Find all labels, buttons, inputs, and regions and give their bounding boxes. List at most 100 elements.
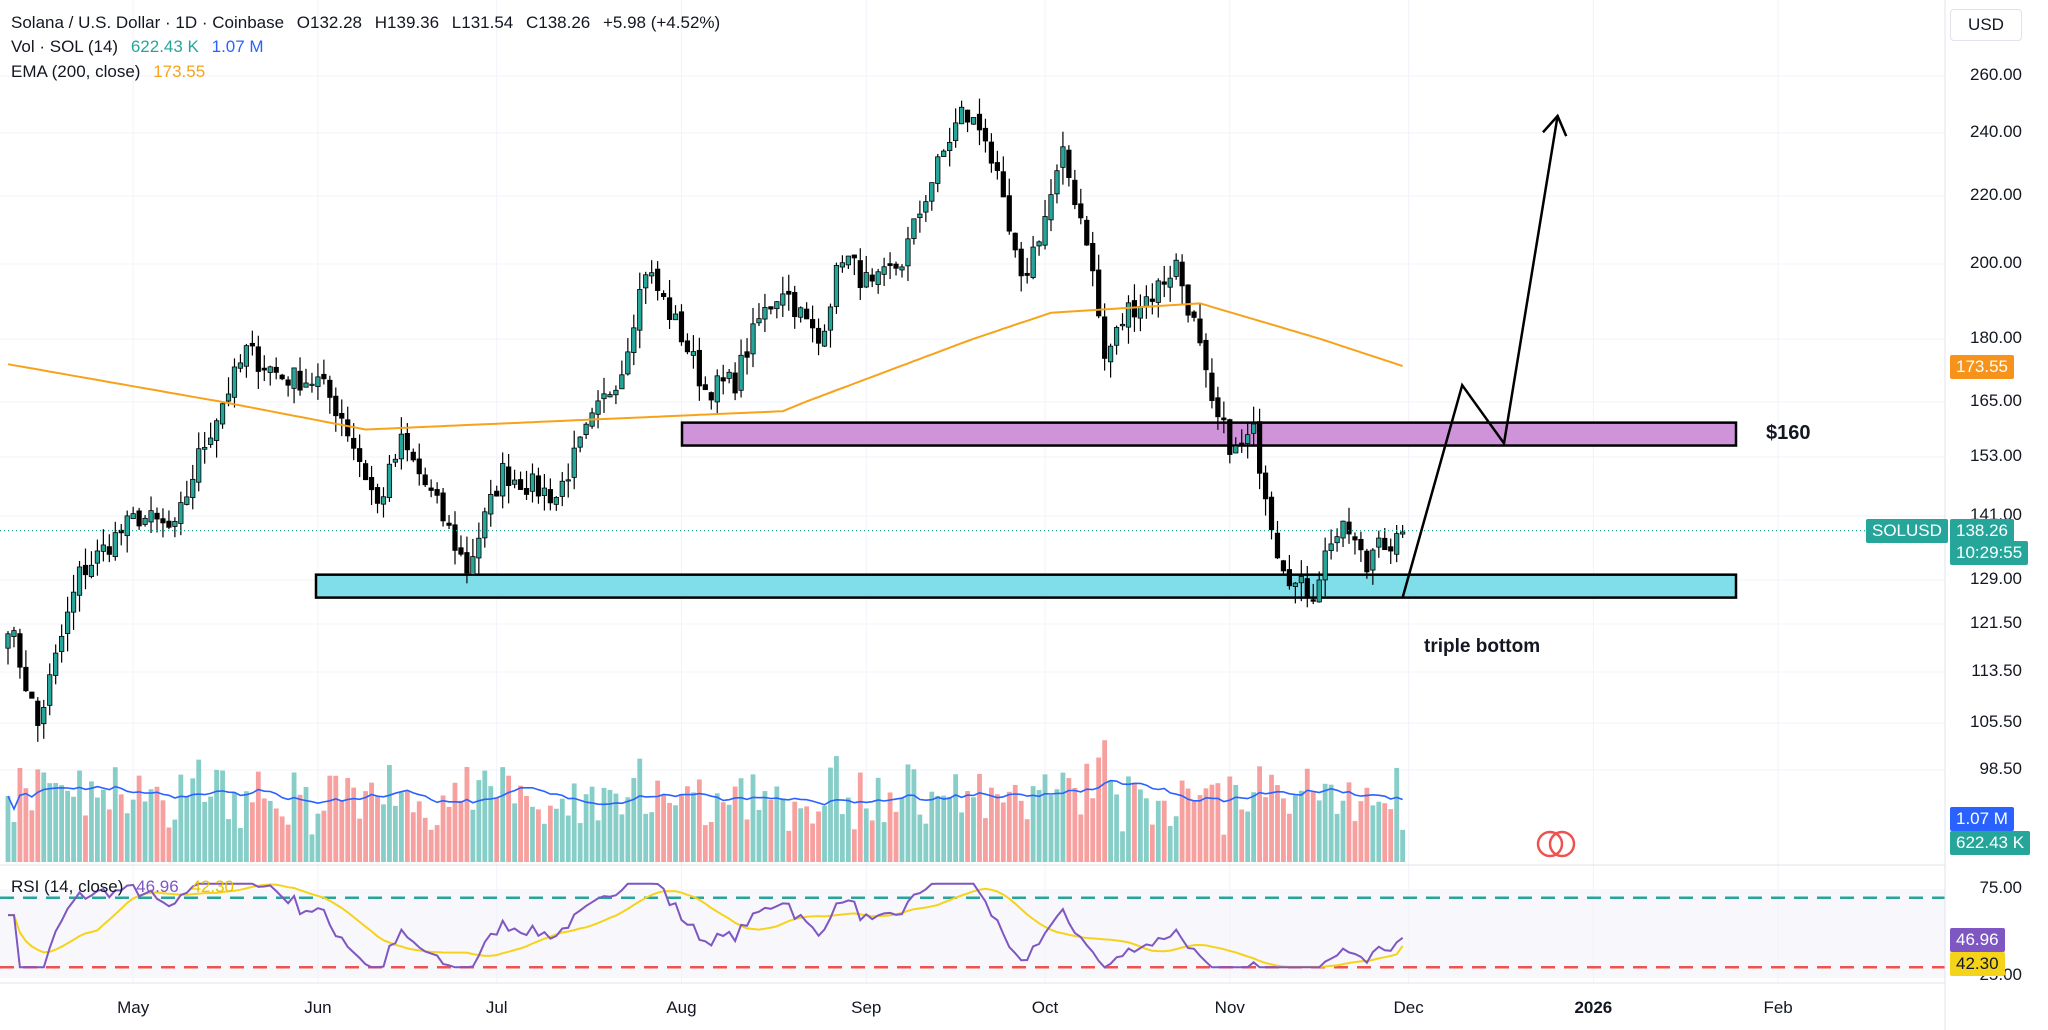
candle-body [613, 389, 619, 396]
currency-button[interactable]: USD [1950, 9, 2022, 41]
volume-bar [154, 786, 160, 862]
candle-body [249, 342, 255, 347]
candle-body [762, 307, 768, 320]
volume-bar [708, 821, 714, 862]
candle-body [917, 213, 923, 219]
candle-body [267, 366, 273, 373]
volume-bar [291, 772, 297, 862]
candle-body [243, 345, 249, 367]
time-tick-label: Aug [666, 998, 697, 1017]
volume-bar [351, 787, 357, 862]
candle-body [112, 532, 118, 558]
candle-body [810, 319, 816, 329]
volume-bar [816, 811, 821, 862]
volume-bar [786, 830, 792, 862]
volume-bar [1167, 825, 1173, 862]
volume-bar [345, 778, 351, 862]
candle-body [798, 307, 804, 318]
candle-body [953, 122, 959, 141]
candle-body [1227, 419, 1233, 455]
volume-bar [738, 778, 744, 862]
candle-body [833, 265, 840, 307]
candle-body [1274, 532, 1281, 559]
candle-body [661, 293, 667, 298]
candle-body [935, 156, 941, 184]
candle-body [529, 473, 536, 492]
candle-body [124, 515, 130, 537]
candle-body [1054, 170, 1060, 195]
candle-body [887, 263, 893, 266]
rsi-label[interactable]: RSI (14, close) [11, 877, 124, 896]
candle-body [190, 478, 196, 498]
candle-body [1108, 345, 1114, 363]
volume-bar [1161, 800, 1167, 862]
volume-bar [1179, 780, 1185, 862]
candle-body [392, 458, 399, 463]
volume-bar [387, 765, 392, 862]
candle-body [11, 630, 17, 637]
volume-badge: 622.43 K [1950, 831, 2031, 855]
volume-bar [500, 767, 506, 862]
candle-body [1328, 543, 1334, 552]
volume-bar [1382, 803, 1388, 862]
rsi-legend: RSI (14, close) 46.96 42.30 [11, 877, 242, 897]
volume-bar [315, 813, 321, 862]
volume-bar [208, 796, 214, 862]
candle-body [565, 479, 571, 482]
volume-bar [279, 816, 285, 862]
candle-body [345, 419, 351, 437]
candle-body [1143, 296, 1149, 307]
candle-body [1167, 277, 1173, 288]
candle-body [237, 362, 244, 369]
volume-bar [112, 767, 118, 862]
volume-bar [488, 786, 494, 862]
volume-bar [553, 808, 559, 862]
candle-body [482, 511, 488, 539]
candle-body [774, 301, 780, 310]
volume-bar [875, 777, 881, 862]
candle-body [380, 496, 387, 505]
price-tick-label: 98.50 [1979, 759, 2022, 778]
volume-bar [71, 796, 76, 862]
volume-bar [1358, 801, 1364, 862]
candle-body [1102, 316, 1108, 359]
candle-body [815, 327, 822, 344]
volume-bar [17, 767, 23, 862]
candle-body [142, 517, 148, 525]
symbol-title[interactable]: Solana / U.S. Dollar · 1D · Coinbase [11, 13, 285, 32]
candle-body [100, 544, 106, 552]
volume-bar [303, 786, 309, 862]
candle-body [708, 392, 714, 401]
candle-body [148, 510, 154, 523]
candle-body [398, 433, 404, 460]
volume-bar [1060, 772, 1066, 862]
volume-bar [899, 797, 905, 862]
candle-body [1280, 560, 1287, 572]
candle-body [732, 372, 738, 394]
ema-label[interactable]: EMA (200, close) [11, 62, 141, 81]
volume-bar [5, 796, 11, 862]
volume-bar [941, 795, 947, 862]
price-tick-label: 105.50 [1970, 712, 2022, 731]
candle-body [1233, 445, 1239, 454]
volume-label[interactable]: Vol · SOL (14) [11, 37, 119, 56]
volume-bar [977, 773, 982, 862]
candle-body [696, 349, 702, 387]
candle-body [857, 260, 863, 288]
volume-bar [804, 806, 810, 862]
volume-bar [339, 800, 345, 862]
candle-body [1221, 417, 1227, 421]
candle-body [964, 109, 971, 123]
candle-body [607, 394, 613, 398]
candle-body [666, 297, 673, 320]
volume-bar [810, 823, 815, 862]
volume-bar [1078, 814, 1084, 862]
candle-body [279, 374, 285, 380]
ohlc-open: O132.28 [296, 13, 363, 32]
volume-bar [1287, 813, 1292, 862]
candle-body [947, 141, 953, 152]
candle-body [65, 611, 71, 634]
price-tick-label: 260.00 [1970, 65, 2022, 84]
